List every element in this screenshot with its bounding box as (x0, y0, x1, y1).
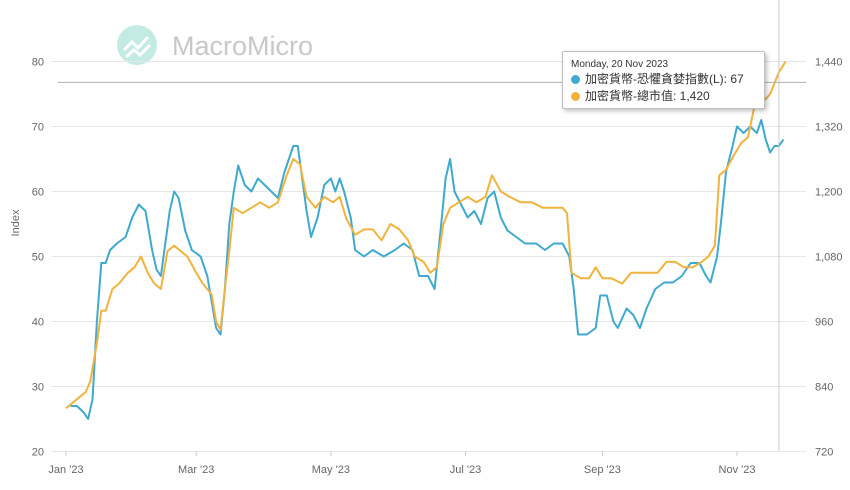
x-tick-label: Mar '23 (178, 464, 214, 476)
tooltip-dot-market-cap (571, 92, 580, 101)
y-left-tick-label: 20 (32, 447, 44, 459)
y-left-tick-label: 60 (32, 187, 44, 199)
tooltip-label-market-cap: 加密貨幣-總市值: 1,420 (585, 89, 710, 103)
y-right-tick-label: 1,200 (815, 187, 843, 199)
series-group (65, 60, 787, 420)
x-tick-label: Jan '23 (48, 464, 83, 476)
x-axis: Jan '23 Mar '23 May '23 Jul '23 Sep '23 Nov '… (48, 451, 755, 476)
x-tick-label: May '23 (312, 464, 350, 476)
tooltip-label-fear-greed: 加密貨幣-恐懼貪婪指數(L): 67 (585, 72, 744, 86)
y-left-tick-label: 50 (32, 252, 44, 264)
series-line-market-cap (65, 60, 787, 409)
tooltip-row-fear-greed: 加密貨幣-恐懼貪婪指數(L): 67 (571, 71, 756, 88)
y-left-tick-label: 30 (32, 382, 44, 394)
tooltip: Monday, 20 Nov 2023 加密貨幣-恐懼貪婪指數(L): 67 加… (562, 51, 765, 109)
grid (52, 61, 806, 452)
series-line-fear-greed (70, 119, 785, 420)
x-tick-label: Jul '23 (450, 464, 481, 476)
y-right-tick-label: 720 (815, 447, 833, 459)
y-left-tick-label: 70 (32, 122, 44, 134)
y-right-tick-label: 1,320 (815, 122, 843, 134)
tooltip-row-market-cap: 加密貨幣-總市值: 1,420 (571, 88, 756, 105)
x-tick-label: Nov '23 (719, 464, 756, 476)
watermark-brand: MacroMicro (172, 31, 313, 61)
y-axis-label: Index (10, 209, 22, 236)
y-right-axis: 720 840 960 1,080 1,200 1,320 1,440 (815, 57, 843, 459)
y-left-tick-label: 40 (32, 317, 44, 329)
y-left-tick-label: 80 (32, 57, 44, 69)
y-right-tick-label: 1,440 (815, 57, 843, 69)
y-right-tick-label: 960 (815, 317, 833, 329)
tooltip-date: Monday, 20 Nov 2023 (571, 59, 669, 70)
y-right-tick-label: 840 (815, 382, 833, 394)
y-left-axis: 20 30 40 50 60 70 80 (32, 57, 44, 459)
x-tick-label: Sep '23 (584, 464, 621, 476)
watermark: MacroMicro (117, 25, 313, 65)
macromicro-logo-icon (117, 25, 157, 65)
y-right-tick-label: 1,080 (815, 252, 843, 264)
tooltip-dot-fear-greed (571, 75, 580, 84)
